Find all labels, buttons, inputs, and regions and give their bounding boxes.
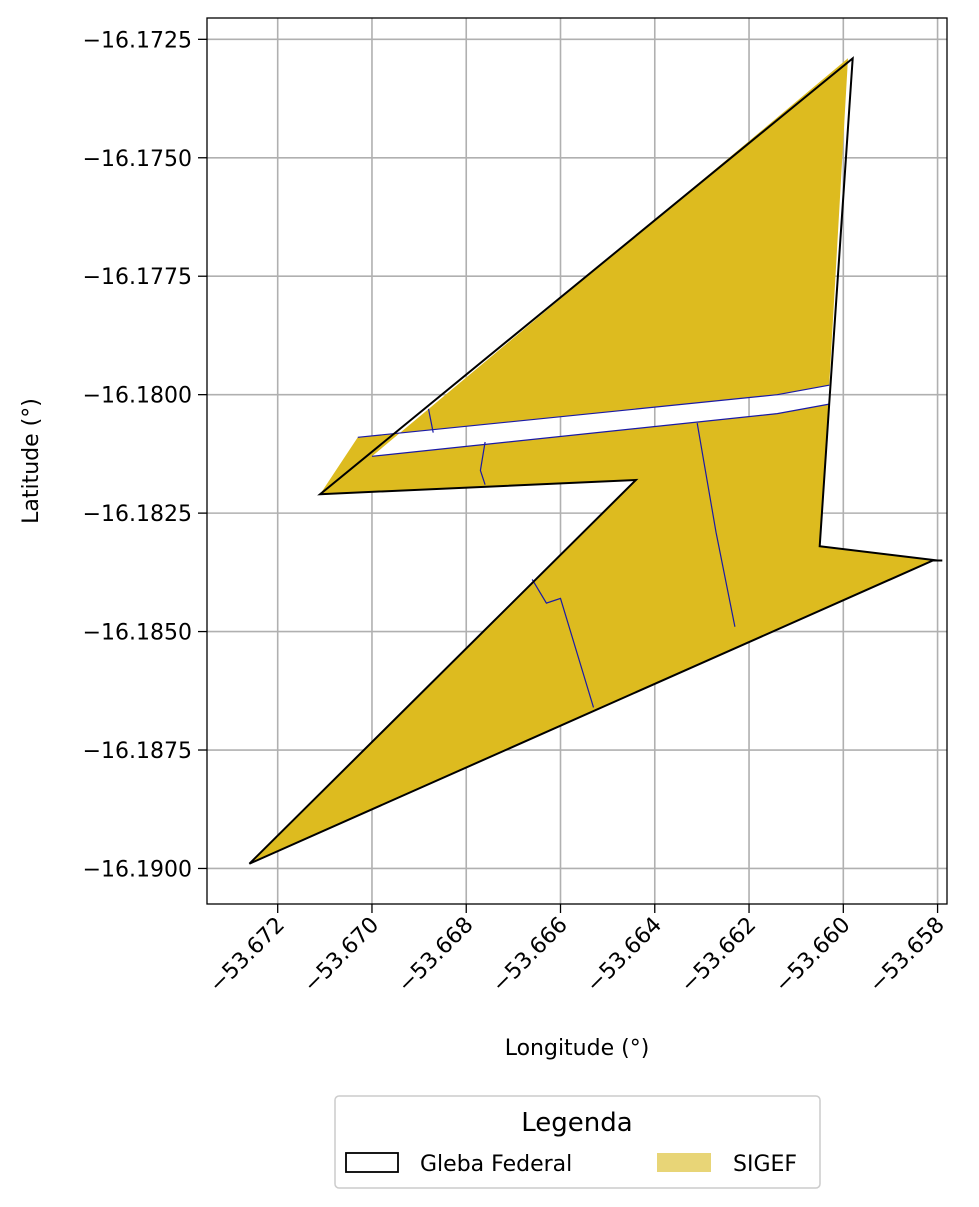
x-tick-label: −53.658 <box>865 913 950 998</box>
y-axis-ticks: −16.1725 −16.1750 −16.1775 −16.1800 −16.1825… <box>83 28 207 882</box>
sigef-parcel <box>249 58 933 863</box>
x-tick-label: −53.670 <box>299 913 384 998</box>
legend: Legenda Gleba Federal SIGEF <box>335 1096 820 1188</box>
legend-label-gleba: Gleba Federal <box>420 1152 572 1177</box>
legend-title: Legenda <box>521 1108 632 1138</box>
x-axis-ticks: −53.672 −53.670 −53.668 −53.666 −53.664 −53.6… <box>205 904 950 998</box>
x-tick-label: −53.664 <box>582 913 667 998</box>
y-tick-label: −16.1900 <box>83 857 192 882</box>
legend-label-sigef: SIGEF <box>733 1152 797 1177</box>
y-tick-label: −16.1875 <box>83 739 192 764</box>
y-tick-label: −16.1775 <box>83 265 192 290</box>
legend-swatch-sigef <box>657 1153 711 1172</box>
legend-swatch-gleba <box>346 1153 398 1172</box>
map-polygons <box>249 58 942 863</box>
y-tick-label: −16.1750 <box>83 147 192 172</box>
x-tick-label: −53.672 <box>205 913 290 998</box>
x-tick-label: −53.666 <box>488 913 573 998</box>
y-tick-label: −16.1725 <box>83 28 192 53</box>
y-tick-label: −16.1800 <box>83 384 192 409</box>
y-tick-label: −16.1850 <box>83 621 192 646</box>
y-axis-label: Latitude (°) <box>19 398 44 524</box>
x-tick-label: −53.668 <box>393 913 478 998</box>
x-axis-label: Longitude (°) <box>505 1036 650 1061</box>
y-tick-label: −16.1825 <box>83 502 192 527</box>
x-tick-label: −53.662 <box>676 913 761 998</box>
x-tick-label: −53.660 <box>770 913 855 998</box>
